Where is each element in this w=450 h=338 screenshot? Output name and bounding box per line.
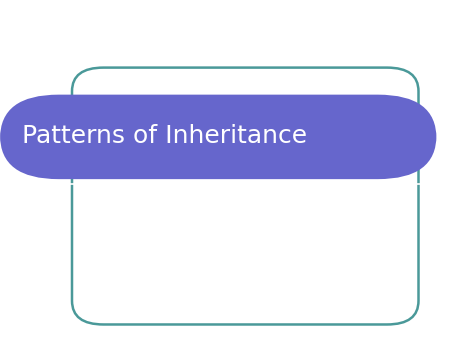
Text: Patterns of Inheritance: Patterns of Inheritance xyxy=(22,124,308,148)
FancyBboxPatch shape xyxy=(72,68,418,324)
FancyBboxPatch shape xyxy=(0,95,436,179)
